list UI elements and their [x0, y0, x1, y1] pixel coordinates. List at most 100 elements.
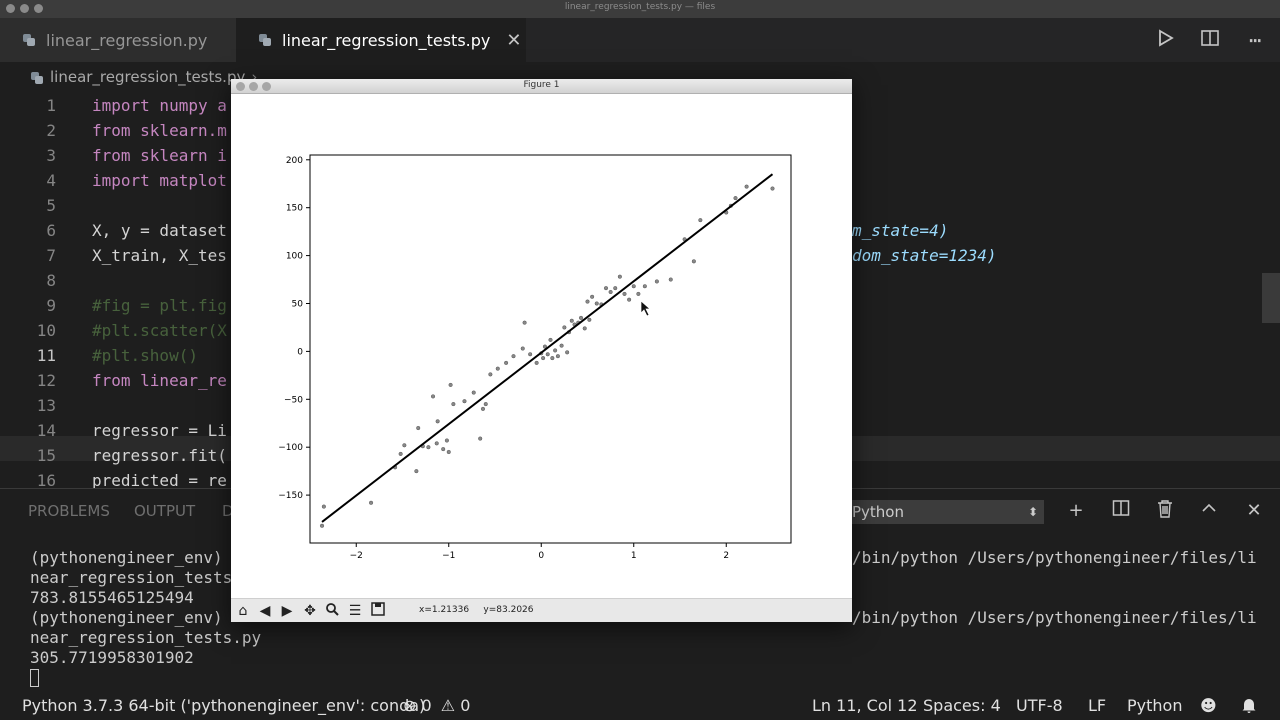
tab-output[interactable]: OUTPUT — [134, 502, 196, 520]
zoom-window-dot[interactable] — [34, 4, 43, 13]
configure-subplots-icon[interactable]: ☰ — [348, 603, 362, 619]
data-point — [321, 504, 326, 509]
data-point — [562, 325, 567, 330]
save-icon[interactable] — [369, 602, 387, 620]
code-line: 15 regressor.fit( — [36, 446, 227, 465]
tab-linear-regression[interactable]: linear_regression.py — [0, 18, 236, 62]
data-point — [478, 436, 483, 441]
data-point — [603, 286, 609, 291]
home-icon[interactable]: ⌂ — [238, 603, 248, 619]
terminal-cursor — [30, 669, 39, 687]
data-point — [691, 259, 696, 264]
tab-linear-regression-tests[interactable]: linear_regression_tests.py ✕ — [236, 18, 526, 62]
figure-titlebar[interactable]: Figure 1 — [231, 79, 852, 94]
zoom-figure-dot[interactable] — [262, 82, 271, 91]
trash-icon[interactable] — [1154, 499, 1176, 523]
data-point — [569, 318, 574, 323]
zoom-icon[interactable] — [323, 602, 341, 620]
data-point — [733, 196, 738, 201]
data-point — [553, 348, 558, 353]
editor-scrollbar[interactable] — [1262, 273, 1280, 323]
mouse-cursor-icon — [640, 300, 651, 317]
split-terminal-icon[interactable] — [1110, 499, 1132, 523]
data-point — [511, 354, 516, 359]
breadcrumb[interactable]: linear_regression_tests.py › — [30, 68, 257, 86]
cursor-position[interactable]: Ln 11, Col 12 — [812, 696, 918, 715]
error-icon: ⊗ — [403, 696, 417, 715]
tab-debug-console[interactable]: D — [222, 502, 234, 520]
x-tick-label: −1 — [442, 551, 455, 561]
bell-icon[interactable] — [1240, 696, 1258, 718]
data-point — [627, 297, 632, 302]
problems-indicator[interactable]: ⊗ 0 ⚠ 0 — [403, 696, 471, 715]
python-interpreter[interactable]: Python 3.7.3 64-bit ('pythonengineer_env… — [22, 696, 426, 715]
data-point — [587, 317, 592, 322]
more-icon[interactable]: ⋯ — [1248, 28, 1262, 52]
code-line: 5 — [46, 196, 56, 215]
python-file-icon — [258, 33, 272, 47]
minimize-figure-dot[interactable] — [249, 82, 258, 91]
data-point — [319, 523, 325, 528]
figure-title: Figure 1 — [523, 80, 560, 90]
code-line: 6 X, y = dataset m_state=4) — [46, 221, 949, 240]
indentation[interactable]: Spaces: 4 — [923, 696, 1001, 715]
window-title: linear_regression_tests.py — files — [564, 2, 716, 12]
data-point — [495, 366, 500, 371]
figure-window[interactable]: Figure 1 −2 −1 0 1 2 −150 −100 −50 0 50 100 150 200 … — [231, 79, 852, 622]
data-point — [462, 399, 467, 404]
code-line: 9 #fig = plt.fig — [46, 296, 227, 315]
chevron-updown-icon: ⬍ — [1027, 505, 1038, 519]
data-point — [444, 438, 449, 443]
close-panel-icon[interactable]: ✕ — [1246, 500, 1262, 521]
back-arrow-icon[interactable]: ◀ — [259, 603, 271, 619]
code-line-current: 11 #plt.show() — [36, 346, 198, 365]
data-point — [613, 286, 618, 291]
window-titlebar: linear_regression_tests.py — files — [0, 0, 1280, 18]
data-point — [594, 301, 599, 306]
encoding[interactable]: UTF-8 — [1016, 696, 1063, 715]
data-point — [698, 218, 703, 223]
x-tick-label: 1 — [631, 551, 637, 561]
data-point — [542, 344, 548, 349]
editor-tab-bar: linear_regression.py linear_regression_t… — [0, 18, 1280, 62]
warning-icon: ⚠ — [440, 696, 456, 715]
terminal-select[interactable]: Python ⬍ — [846, 500, 1044, 524]
run-icon[interactable] — [1153, 28, 1177, 52]
terminal-line: 305.7719958301902 — [30, 648, 194, 667]
status-bar: Python 3.7.3 64-bit ('pythonengineer_env… — [0, 690, 1280, 720]
plus-icon[interactable]: + — [1068, 500, 1084, 521]
close-window-dot[interactable] — [6, 4, 15, 13]
y-tick-label: 100 — [286, 252, 303, 262]
data-point — [590, 294, 595, 299]
tab-label: linear_regression.py — [46, 30, 208, 50]
data-point — [668, 277, 673, 282]
forward-arrow-icon[interactable]: ▶ — [281, 603, 293, 619]
data-point — [559, 343, 564, 348]
terminal-line: 783.8155465125494 — [30, 588, 194, 607]
data-point — [435, 419, 440, 424]
close-figure-dot[interactable] — [236, 82, 245, 91]
data-point — [548, 337, 553, 342]
tab-problems[interactable]: PROBLEMS — [28, 502, 110, 520]
terminal-line-right: /bin/python /Users/pythonengineer/files/… — [852, 548, 1257, 567]
split-editor-icon[interactable] — [1198, 28, 1222, 52]
minimize-window-dot[interactable] — [20, 4, 29, 13]
code-line: 13 — [36, 396, 56, 415]
plot-frame — [309, 154, 792, 544]
y-tick-label: 150 — [286, 204, 303, 214]
chevron-up-icon[interactable] — [1198, 499, 1220, 523]
data-point — [416, 425, 421, 431]
feedback-smiley-icon[interactable]: ☻ — [1200, 696, 1217, 715]
x-tick-label: 0 — [538, 551, 544, 561]
data-point — [631, 284, 636, 289]
data-point — [534, 360, 539, 365]
data-point — [608, 289, 613, 295]
language-mode[interactable]: Python — [1127, 696, 1183, 715]
end-of-line[interactable]: LF — [1088, 696, 1107, 715]
terminal-line: (pythonengineer_env) — [30, 608, 233, 627]
data-point — [555, 354, 560, 359]
pan-icon[interactable]: ✥ — [304, 603, 316, 619]
scatter-plot[interactable]: −2 −1 0 1 2 −150 −100 −50 0 50 100 150 200 — [231, 94, 852, 598]
close-icon[interactable]: ✕ — [506, 29, 522, 51]
data-point — [520, 346, 525, 351]
